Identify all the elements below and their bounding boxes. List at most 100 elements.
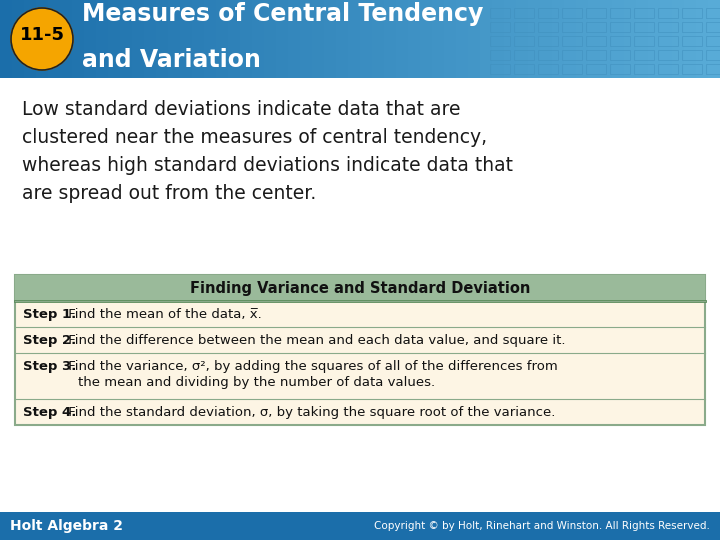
Bar bbox=[408, 0, 421, 78]
Text: Copyright © by Holt, Rinehart and Winston. All Rights Reserved.: Copyright © by Holt, Rinehart and Winsto… bbox=[374, 521, 710, 531]
Bar bbox=[610, 22, 630, 32]
Bar bbox=[684, 0, 697, 78]
Bar bbox=[612, 0, 625, 78]
Text: Step 2.: Step 2. bbox=[23, 334, 76, 347]
Bar bbox=[0, 512, 720, 540]
Bar bbox=[706, 36, 720, 46]
Bar bbox=[610, 50, 630, 60]
Text: 11-5: 11-5 bbox=[19, 26, 65, 44]
Bar bbox=[504, 0, 517, 78]
Bar bbox=[312, 0, 325, 78]
Bar bbox=[682, 8, 702, 18]
Bar bbox=[432, 0, 445, 78]
Bar bbox=[15, 275, 705, 425]
Bar bbox=[564, 0, 577, 78]
Bar bbox=[204, 0, 217, 78]
Bar bbox=[108, 0, 121, 78]
Bar bbox=[706, 8, 720, 18]
Bar bbox=[660, 0, 673, 78]
Bar bbox=[240, 0, 253, 78]
Bar bbox=[562, 22, 582, 32]
Bar bbox=[552, 0, 565, 78]
Text: Find the mean of the data, x̅.: Find the mean of the data, x̅. bbox=[63, 308, 261, 321]
Bar bbox=[514, 22, 534, 32]
Text: Step 3.: Step 3. bbox=[23, 360, 76, 373]
Bar bbox=[586, 50, 606, 60]
Bar bbox=[586, 8, 606, 18]
Bar bbox=[12, 0, 25, 78]
Bar bbox=[60, 0, 73, 78]
Bar bbox=[706, 22, 720, 32]
Bar bbox=[624, 0, 637, 78]
Bar bbox=[48, 0, 61, 78]
Bar bbox=[514, 50, 534, 60]
Bar bbox=[490, 8, 510, 18]
Bar bbox=[658, 36, 678, 46]
Bar bbox=[706, 50, 720, 60]
Bar bbox=[492, 0, 505, 78]
Text: Find the variance, σ², by adding the squares of all of the differences from: Find the variance, σ², by adding the squ… bbox=[63, 360, 557, 373]
Bar bbox=[444, 0, 457, 78]
Bar bbox=[538, 50, 558, 60]
Circle shape bbox=[11, 8, 73, 70]
Bar bbox=[300, 0, 313, 78]
Bar bbox=[634, 8, 654, 18]
Bar bbox=[610, 64, 630, 74]
Bar bbox=[706, 64, 720, 74]
Bar bbox=[348, 0, 361, 78]
Bar bbox=[490, 50, 510, 60]
Text: Holt Algebra 2: Holt Algebra 2 bbox=[10, 519, 123, 533]
Bar bbox=[324, 0, 337, 78]
Bar bbox=[514, 64, 534, 74]
Bar bbox=[636, 0, 649, 78]
Bar bbox=[562, 8, 582, 18]
Bar bbox=[586, 36, 606, 46]
Bar bbox=[708, 0, 720, 78]
Bar bbox=[658, 64, 678, 74]
Bar bbox=[648, 0, 661, 78]
Bar bbox=[156, 0, 169, 78]
Bar bbox=[264, 0, 277, 78]
Bar bbox=[538, 8, 558, 18]
Text: Measures of Central Tendency: Measures of Central Tendency bbox=[82, 2, 483, 26]
Bar bbox=[658, 50, 678, 60]
Bar bbox=[192, 0, 205, 78]
Bar bbox=[456, 0, 469, 78]
Bar bbox=[490, 64, 510, 74]
Bar bbox=[372, 0, 385, 78]
Bar bbox=[15, 275, 705, 301]
Bar bbox=[516, 0, 529, 78]
Bar bbox=[562, 64, 582, 74]
Bar bbox=[228, 0, 241, 78]
Bar bbox=[682, 50, 702, 60]
Text: and Variation: and Variation bbox=[82, 48, 261, 72]
Bar bbox=[144, 0, 157, 78]
Text: whereas high standard deviations indicate data that: whereas high standard deviations indicat… bbox=[22, 156, 513, 175]
Bar bbox=[84, 0, 97, 78]
Bar bbox=[588, 0, 601, 78]
Text: the mean and dividing by the number of data values.: the mean and dividing by the number of d… bbox=[78, 376, 435, 389]
Bar bbox=[658, 8, 678, 18]
Bar bbox=[586, 64, 606, 74]
Bar bbox=[528, 0, 541, 78]
Bar bbox=[514, 36, 534, 46]
Text: Low standard deviations indicate data that are: Low standard deviations indicate data th… bbox=[22, 100, 461, 119]
Bar bbox=[634, 64, 654, 74]
Text: Step 4.: Step 4. bbox=[23, 406, 76, 419]
Bar bbox=[696, 0, 709, 78]
Bar bbox=[538, 36, 558, 46]
Text: Finding Variance and Standard Deviation: Finding Variance and Standard Deviation bbox=[190, 280, 530, 295]
Text: Find the difference between the mean and each data value, and square it.: Find the difference between the mean and… bbox=[63, 334, 565, 347]
Text: Find the standard deviation, σ, by taking the square root of the variance.: Find the standard deviation, σ, by takin… bbox=[63, 406, 555, 419]
Bar bbox=[562, 36, 582, 46]
Bar bbox=[538, 64, 558, 74]
Bar bbox=[538, 22, 558, 32]
Bar bbox=[396, 0, 409, 78]
Bar bbox=[672, 0, 685, 78]
Bar bbox=[600, 0, 613, 78]
Bar bbox=[610, 8, 630, 18]
Bar bbox=[634, 22, 654, 32]
Text: are spread out from the center.: are spread out from the center. bbox=[22, 184, 316, 203]
Bar bbox=[514, 8, 534, 18]
Bar bbox=[562, 50, 582, 60]
